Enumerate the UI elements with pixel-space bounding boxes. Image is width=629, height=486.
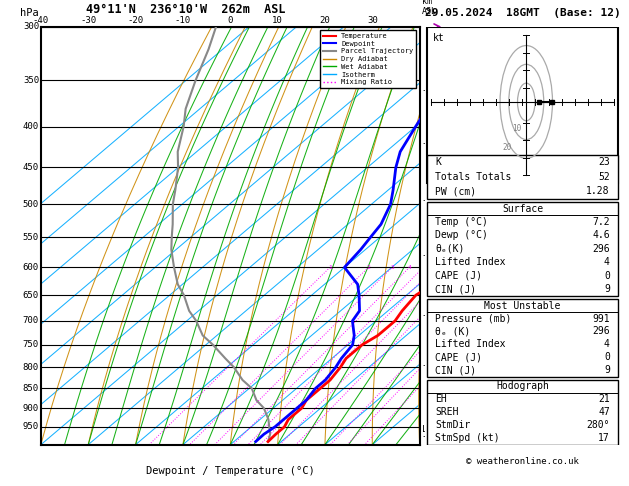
Text: 20: 20 <box>320 16 330 25</box>
Text: θₑ (K): θₑ (K) <box>435 327 470 336</box>
Text: Temp (°C): Temp (°C) <box>435 217 488 227</box>
Text: 21: 21 <box>598 394 610 404</box>
Text: 280°: 280° <box>586 420 610 430</box>
Text: -1: -1 <box>421 433 432 441</box>
Text: Pressure (mb): Pressure (mb) <box>435 313 511 324</box>
Text: 1.28: 1.28 <box>586 186 610 196</box>
Text: -5: -5 <box>421 196 432 205</box>
Text: CIN (J): CIN (J) <box>435 365 476 375</box>
Text: 47: 47 <box>598 407 610 417</box>
Text: -4: -4 <box>421 251 432 260</box>
Text: CAPE (J): CAPE (J) <box>435 352 482 362</box>
Text: 850: 850 <box>23 384 39 393</box>
Text: SREH: SREH <box>435 407 459 417</box>
Text: 1: 1 <box>328 265 332 270</box>
Text: 450: 450 <box>23 163 39 172</box>
Text: -30: -30 <box>80 16 96 25</box>
Text: CIN (J): CIN (J) <box>435 284 476 294</box>
Text: 550: 550 <box>23 233 39 242</box>
Text: 7.2: 7.2 <box>593 217 610 227</box>
Text: hPa: hPa <box>20 8 39 18</box>
Text: CAPE (J): CAPE (J) <box>435 271 482 281</box>
Text: 296: 296 <box>593 244 610 254</box>
Text: StmSpd (kt): StmSpd (kt) <box>435 433 499 443</box>
Text: 4: 4 <box>604 339 610 349</box>
Text: 500: 500 <box>23 200 39 208</box>
Text: StmDir: StmDir <box>435 420 470 430</box>
Text: 23: 23 <box>598 157 610 167</box>
Text: 4: 4 <box>604 257 610 267</box>
Text: 0: 0 <box>604 271 610 281</box>
Text: 10: 10 <box>272 16 283 25</box>
Text: 3: 3 <box>390 265 394 270</box>
Text: 10: 10 <box>512 124 521 133</box>
Bar <box>427 380 618 445</box>
Text: EH: EH <box>435 394 447 404</box>
Text: 2: 2 <box>367 265 370 270</box>
Text: θₑ(K): θₑ(K) <box>435 244 464 254</box>
Bar <box>427 155 618 198</box>
Text: 30: 30 <box>367 16 377 25</box>
Text: 991: 991 <box>593 313 610 324</box>
Text: 900: 900 <box>23 403 39 413</box>
Text: -10: -10 <box>175 16 191 25</box>
Text: 4.6: 4.6 <box>593 230 610 241</box>
Bar <box>427 202 618 296</box>
Text: 950: 950 <box>23 422 39 432</box>
Text: Dewpoint / Temperature (°C): Dewpoint / Temperature (°C) <box>146 466 314 476</box>
Text: 29.05.2024  18GMT  (Base: 12): 29.05.2024 18GMT (Base: 12) <box>425 8 621 18</box>
Text: 49°11'N  236°10'W  262m  ASL: 49°11'N 236°10'W 262m ASL <box>86 3 286 17</box>
Text: 20: 20 <box>502 143 511 152</box>
Text: Lifted Index: Lifted Index <box>435 257 506 267</box>
Text: 52: 52 <box>598 172 610 182</box>
Text: -40: -40 <box>33 16 49 25</box>
Text: 800: 800 <box>23 363 39 372</box>
Text: 650: 650 <box>23 291 39 300</box>
Text: Hodograph: Hodograph <box>496 382 549 391</box>
Text: Surface: Surface <box>502 204 543 213</box>
Text: Dewp (°C): Dewp (°C) <box>435 230 488 241</box>
Text: Mixing Ratio (g/kg): Mixing Ratio (g/kg) <box>436 213 445 300</box>
Text: 750: 750 <box>23 340 39 349</box>
Legend: Temperature, Dewpoint, Parcel Trajectory, Dry Adiabat, Wet Adiabat, Isotherm, Mi: Temperature, Dewpoint, Parcel Trajectory… <box>320 30 416 88</box>
Text: -3: -3 <box>421 312 432 320</box>
Text: 350: 350 <box>23 76 39 85</box>
Text: 9: 9 <box>604 284 610 294</box>
Text: Lifted Index: Lifted Index <box>435 339 506 349</box>
Bar <box>427 299 618 377</box>
Text: PW (cm): PW (cm) <box>435 186 476 196</box>
Text: 400: 400 <box>23 122 39 131</box>
Text: -6: -6 <box>421 139 432 148</box>
Text: Totals Totals: Totals Totals <box>435 172 511 182</box>
Text: LCL: LCL <box>421 425 438 434</box>
Text: K: K <box>435 157 441 167</box>
Text: 17: 17 <box>598 433 610 443</box>
Text: -7: -7 <box>421 86 432 94</box>
Text: kt: kt <box>433 33 445 43</box>
Text: 600: 600 <box>23 263 39 272</box>
Text: 9: 9 <box>604 365 610 375</box>
Text: -2: -2 <box>421 361 432 369</box>
Text: 300: 300 <box>23 22 39 31</box>
Text: 4: 4 <box>408 265 411 270</box>
Text: Most Unstable: Most Unstable <box>484 301 560 311</box>
Bar <box>427 27 618 184</box>
Text: 0: 0 <box>228 16 233 25</box>
Text: © weatheronline.co.uk: © weatheronline.co.uk <box>466 457 579 466</box>
Text: km
ASL: km ASL <box>421 0 437 17</box>
Text: 0: 0 <box>604 352 610 362</box>
Text: 296: 296 <box>593 327 610 336</box>
Text: -20: -20 <box>128 16 143 25</box>
Text: 700: 700 <box>23 316 39 325</box>
